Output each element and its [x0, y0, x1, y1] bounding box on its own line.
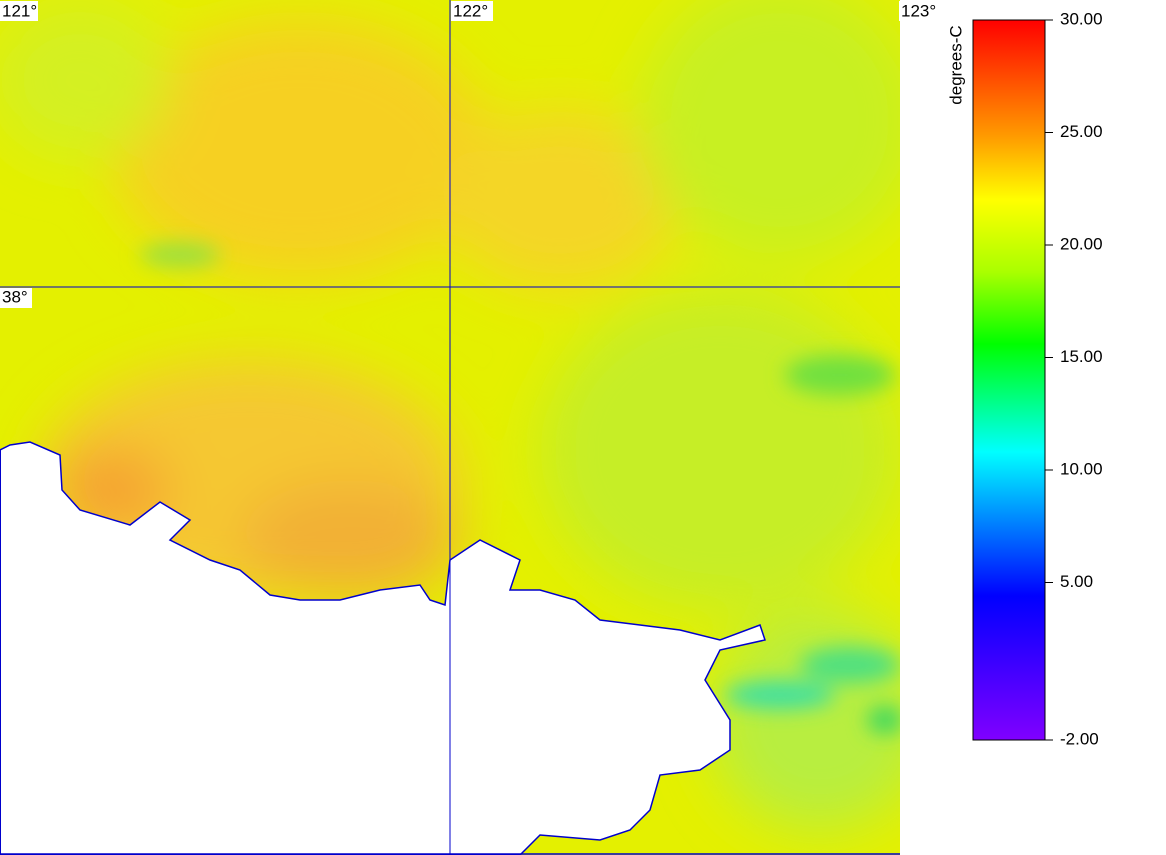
- tick-label: -2.00: [1060, 729, 1099, 748]
- tick-label: 5.00: [1060, 572, 1093, 591]
- lon-label: 122°: [453, 1, 488, 20]
- lon-label: 121°: [2, 1, 37, 20]
- sst-field: [0, 0, 900, 855]
- lat-label: 38°: [2, 287, 28, 306]
- tick-label: 25.00: [1060, 122, 1103, 141]
- colorbar-label: degrees-C: [946, 25, 965, 104]
- tick-label: 10.00: [1060, 459, 1103, 478]
- tick-label: 30.00: [1060, 9, 1103, 28]
- colorbar: [972, 19, 1046, 741]
- lon-label: 123°: [901, 1, 936, 20]
- tick-label: 15.00: [1060, 347, 1103, 366]
- tick-label: 20.00: [1060, 234, 1103, 253]
